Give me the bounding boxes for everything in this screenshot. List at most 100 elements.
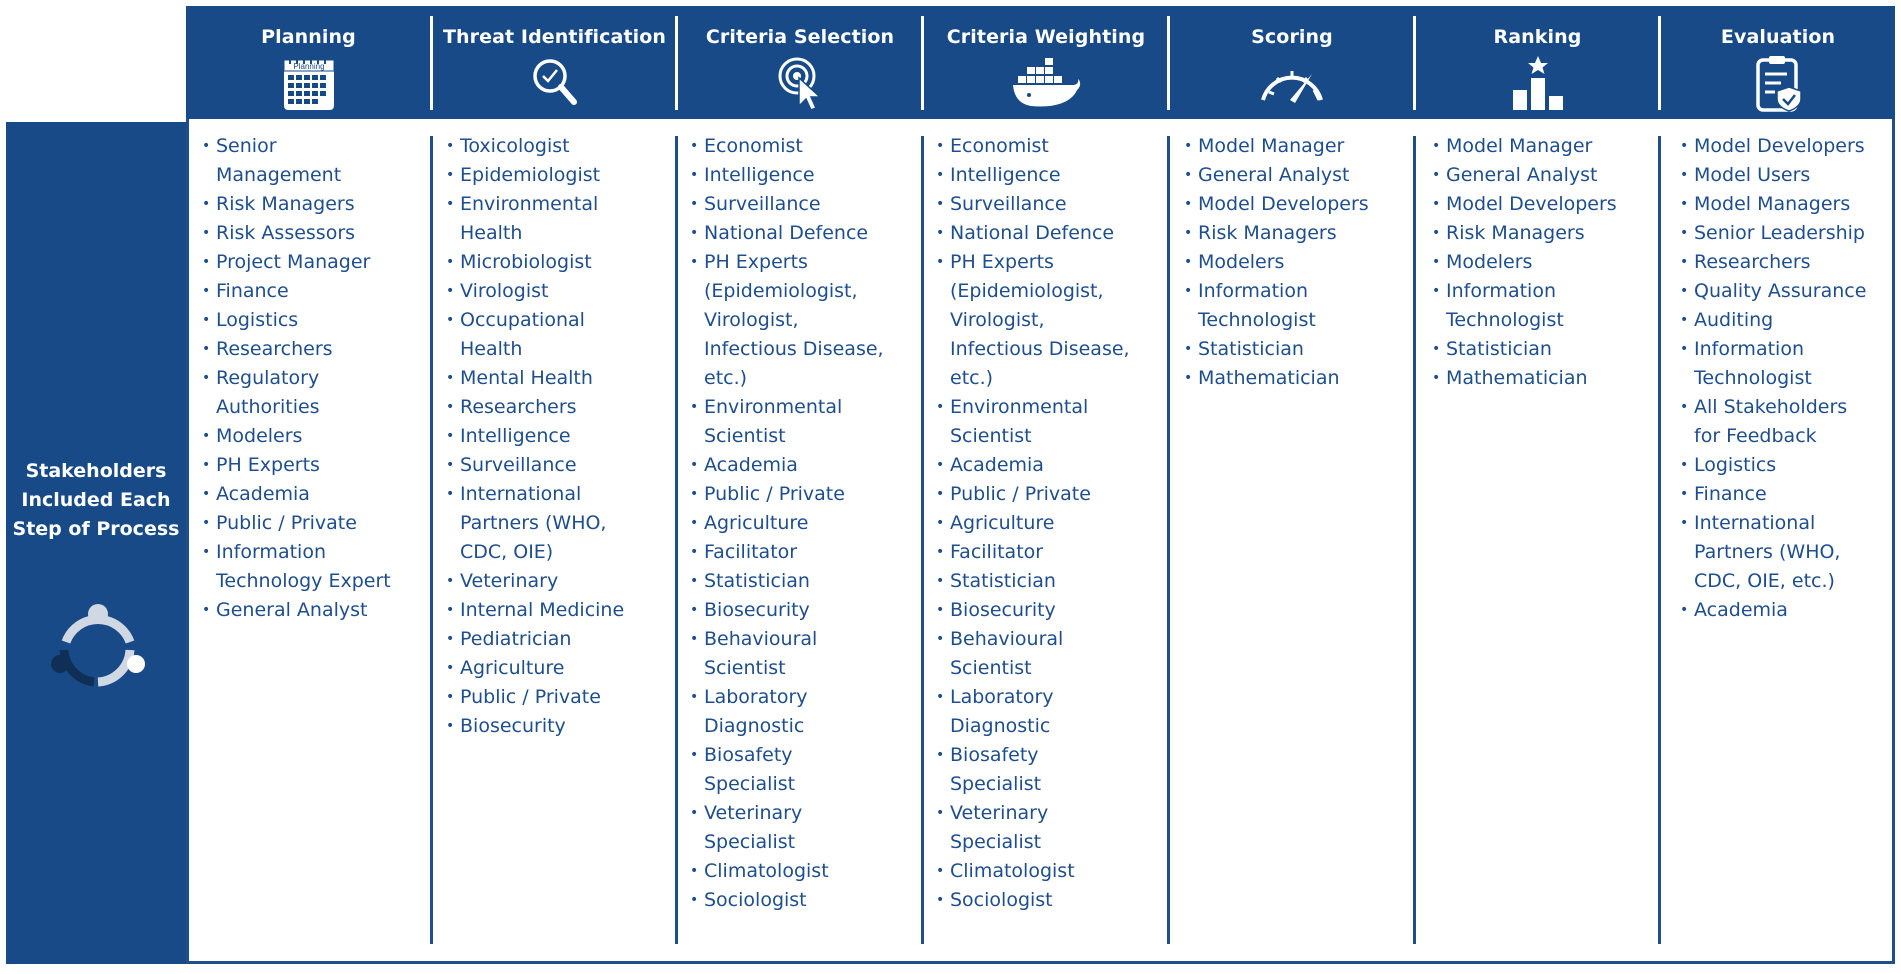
stakeholder-item: Logistics [1680, 451, 1892, 480]
stakeholder-item: Statistician [1432, 335, 1655, 364]
header-divider [1658, 16, 1661, 110]
stakeholder-item: Occupational Health [446, 306, 672, 364]
stakeholder-item-line: Sociologist [704, 889, 807, 911]
stakeholder-item: Auditing [1680, 306, 1892, 335]
stakeholder-item-line: Logistics [216, 309, 299, 331]
stakeholder-item: Public / Private [690, 480, 918, 509]
stakeholder-item: Laboratory Diagnostic [936, 683, 1164, 741]
column-divider [430, 136, 433, 944]
stakeholder-item: Environmental Health [446, 190, 672, 248]
stakeholder-item: Surveillance [690, 190, 918, 219]
stakeholder-item-line: Scientist [704, 425, 786, 447]
stakeholder-item-line: Surveillance [460, 454, 577, 476]
stakeholder-item-line: Partners (WHO, [460, 512, 607, 534]
stakeholder-item: Biosafety Specialist [936, 741, 1164, 799]
stakeholder-item: Model Manager [1184, 132, 1410, 161]
stakeholder-item-line: Information [1446, 280, 1556, 302]
stakeholder-item-line: Specialist [704, 773, 796, 795]
stakeholder-item-line: Agriculture [704, 512, 809, 534]
stakeholder-item-line: Biosecurity [460, 715, 566, 737]
stakeholder-item-line: Environmental [704, 396, 843, 418]
stakeholder-item: Mathematician [1184, 364, 1410, 393]
column-divider [675, 136, 678, 944]
stakeholder-item: Mathematician [1432, 364, 1655, 393]
stakeholder-item: Internal Medicine [446, 596, 672, 625]
stakeholder-item-line: Infectious Disease, [704, 338, 884, 360]
stakeholder-item: Public / Private [446, 683, 672, 712]
stakeholder-item-line: CDC, OIE, etc.) [1694, 570, 1835, 592]
stakeholder-item: Climatologist [936, 857, 1164, 886]
side-label-line: Included Each [21, 489, 171, 511]
stakeholder-list-evaluation: Model Developers Model Users Model Manager… [1680, 132, 1892, 625]
stakeholder-item-line: Senior Leadership [1694, 222, 1865, 244]
stakeholder-item: Researchers [202, 335, 427, 364]
stakeholder-item-line: Occupational [460, 309, 585, 331]
stakeholder-item-line: Technologist [1694, 367, 1812, 389]
stakeholder-item-line: Auditing [1694, 309, 1774, 331]
stakeholder-item-line: Researchers [216, 338, 333, 360]
stakeholder-item-line: Specialist [704, 831, 796, 853]
stakeholder-item-line: Project Manager [216, 251, 371, 273]
stakeholder-item: International Partners (WHO, CDC, OIE, etc… [1680, 509, 1892, 596]
stakeholder-item: Biosecurity [936, 596, 1164, 625]
stakeholder-item: Behavioural Scientist [936, 625, 1164, 683]
stakeholder-item-line: Intelligence [950, 164, 1061, 186]
stakeholder-item: Information Technologist [1184, 277, 1410, 335]
stakeholder-item-line: Specialist [950, 831, 1042, 853]
stakeholder-item-line: Internal Medicine [460, 599, 625, 621]
stakeholder-item-line: International [1694, 512, 1816, 534]
stakeholder-list-criteria-selection: Economist Intelligence Surveillance Nationa… [690, 132, 918, 915]
stakeholder-item: Economist [690, 132, 918, 161]
stakeholder-item-line: Pediatrician [460, 628, 572, 650]
stakeholder-item-line: Information [216, 541, 326, 563]
stakeholder-item: Public / Private [936, 480, 1164, 509]
stakeholder-item-line: General Analyst [216, 599, 368, 621]
stakeholder-item-line: Specialist [950, 773, 1042, 795]
stakeholder-item-line: Intelligence [704, 164, 815, 186]
header-divider [430, 16, 433, 110]
stakeholder-item: Biosecurity [690, 596, 918, 625]
stakeholder-item: Public / Private [202, 509, 427, 538]
stakeholder-item-line: Surveillance [704, 193, 821, 215]
stakeholder-item: Logistics [202, 306, 427, 335]
stakeholder-item-line: Model Manager [1198, 135, 1345, 157]
stakeholder-item-line: Academia [704, 454, 798, 476]
stakeholder-item-line: Health [460, 338, 523, 360]
stakeholder-item-line: Behavioural [950, 628, 1064, 650]
stakeholder-item: Model Developers [1184, 190, 1410, 219]
stakeholder-item: Model Users [1680, 161, 1892, 190]
stakeholder-item: International Partners (WHO, CDC, OIE) [446, 480, 672, 567]
header-divider [921, 16, 924, 110]
clipboard-shield-icon [1756, 56, 1802, 112]
stakeholder-item-line: Technologist [1446, 309, 1564, 331]
stakeholder-item-line: Veterinary [704, 802, 803, 824]
stakeholder-item: Academia [690, 451, 918, 480]
stakeholder-item-line: Biosafety [950, 744, 1039, 766]
column-divider [1413, 136, 1416, 944]
stakeholder-item: Agriculture [936, 509, 1164, 538]
stakeholder-item: Mental Health [446, 364, 672, 393]
step-title: Planning [261, 26, 356, 48]
stakeholder-item-line: General Analyst [1198, 164, 1350, 186]
step-title: Ranking [1493, 26, 1582, 48]
stakeholder-item-line: Management [216, 164, 342, 186]
stakeholder-item-line: Modelers [216, 425, 303, 447]
column-divider [1167, 136, 1170, 944]
stakeholder-item-line: Veterinary [950, 802, 1049, 824]
step-header-threat-identification: Threat Identification [433, 6, 676, 119]
stakeholder-item: Microbiologist [446, 248, 672, 277]
stakeholder-item: Virologist [446, 277, 672, 306]
stakeholder-item-line: PH Experts [704, 251, 808, 273]
side-label-line: Stakeholders [25, 460, 167, 482]
stakeholder-item-line: Technologist [1198, 309, 1316, 331]
stakeholder-item-line: Academia [216, 483, 310, 505]
stakeholder-item: National Defence [690, 219, 918, 248]
stakeholder-item: Toxicologist [446, 132, 672, 161]
stakeholder-item-line: Public / Private [216, 512, 357, 534]
stakeholder-item: Economist [936, 132, 1164, 161]
stakeholder-item-line: for Feedback [1694, 425, 1817, 447]
stakeholder-item: Surveillance [446, 451, 672, 480]
stakeholder-item-line: National Defence [950, 222, 1115, 244]
stakeholder-item-line: Information [1198, 280, 1308, 302]
stakeholder-item-line: Scientist [950, 657, 1032, 679]
